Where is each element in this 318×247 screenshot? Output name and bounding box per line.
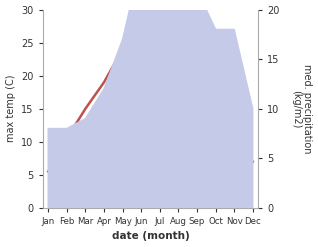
Y-axis label: med. precipitation
(kg/m2): med. precipitation (kg/m2) bbox=[291, 64, 313, 153]
Y-axis label: max temp (C): max temp (C) bbox=[5, 75, 16, 143]
X-axis label: date (month): date (month) bbox=[112, 231, 189, 242]
